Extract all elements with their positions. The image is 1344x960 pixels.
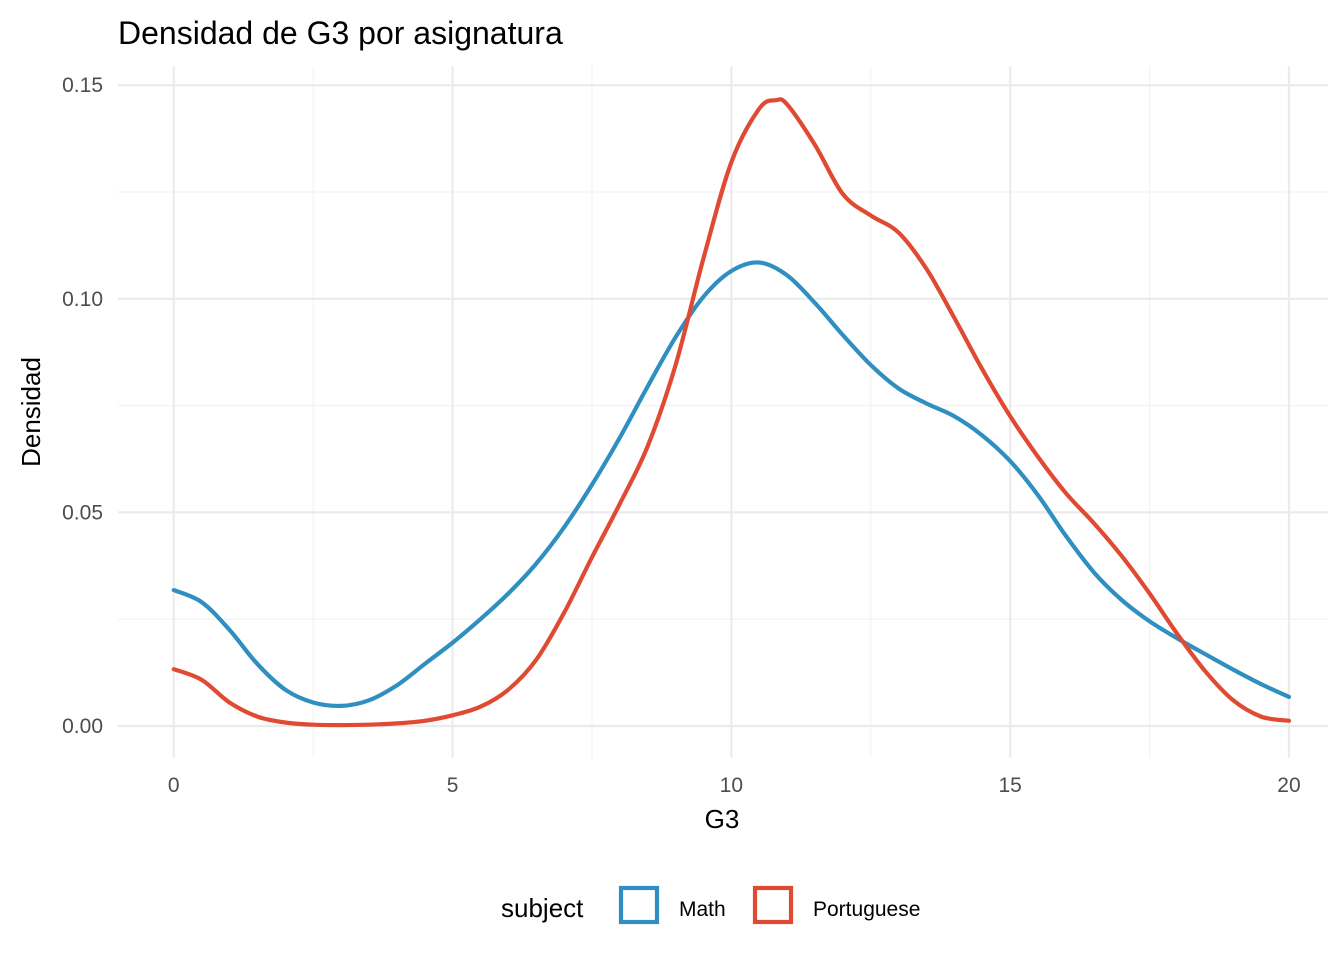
series-line-math [171,260,1292,709]
y-tick-label: 0.15 [62,74,103,97]
legend-label-portuguese: Portuguese [813,898,920,921]
legend-title: subject [501,893,584,923]
legend-label-math: Math [679,898,726,921]
y-tick-label: 0.10 [62,288,103,311]
x-tick-label: 5 [447,774,459,797]
major-gridlines [118,66,1328,758]
y-axis-label: Densidad [16,357,46,467]
x-tick-label: 0 [168,774,180,797]
x-tick-label: 20 [1277,774,1300,797]
x-axis-label: G3 [705,804,740,834]
chart-title: Densidad de G3 por asignatura [118,15,563,51]
legend-key-portuguese [752,885,794,925]
series-lines [171,97,1292,728]
legend-key-math [618,885,660,925]
legend: subject Math Portuguese [501,885,920,925]
series-line-portuguese [171,97,1292,728]
y-axis-ticks: 0.00 0.05 0.10 0.15 [62,74,103,738]
minor-gridlines [118,66,1328,758]
x-tick-label: 15 [998,774,1021,797]
y-tick-label: 0.05 [62,501,103,524]
y-tick-label: 0.00 [62,715,103,738]
x-tick-label: 10 [720,774,743,797]
x-axis-ticks: 0 5 10 15 20 [168,774,1301,797]
